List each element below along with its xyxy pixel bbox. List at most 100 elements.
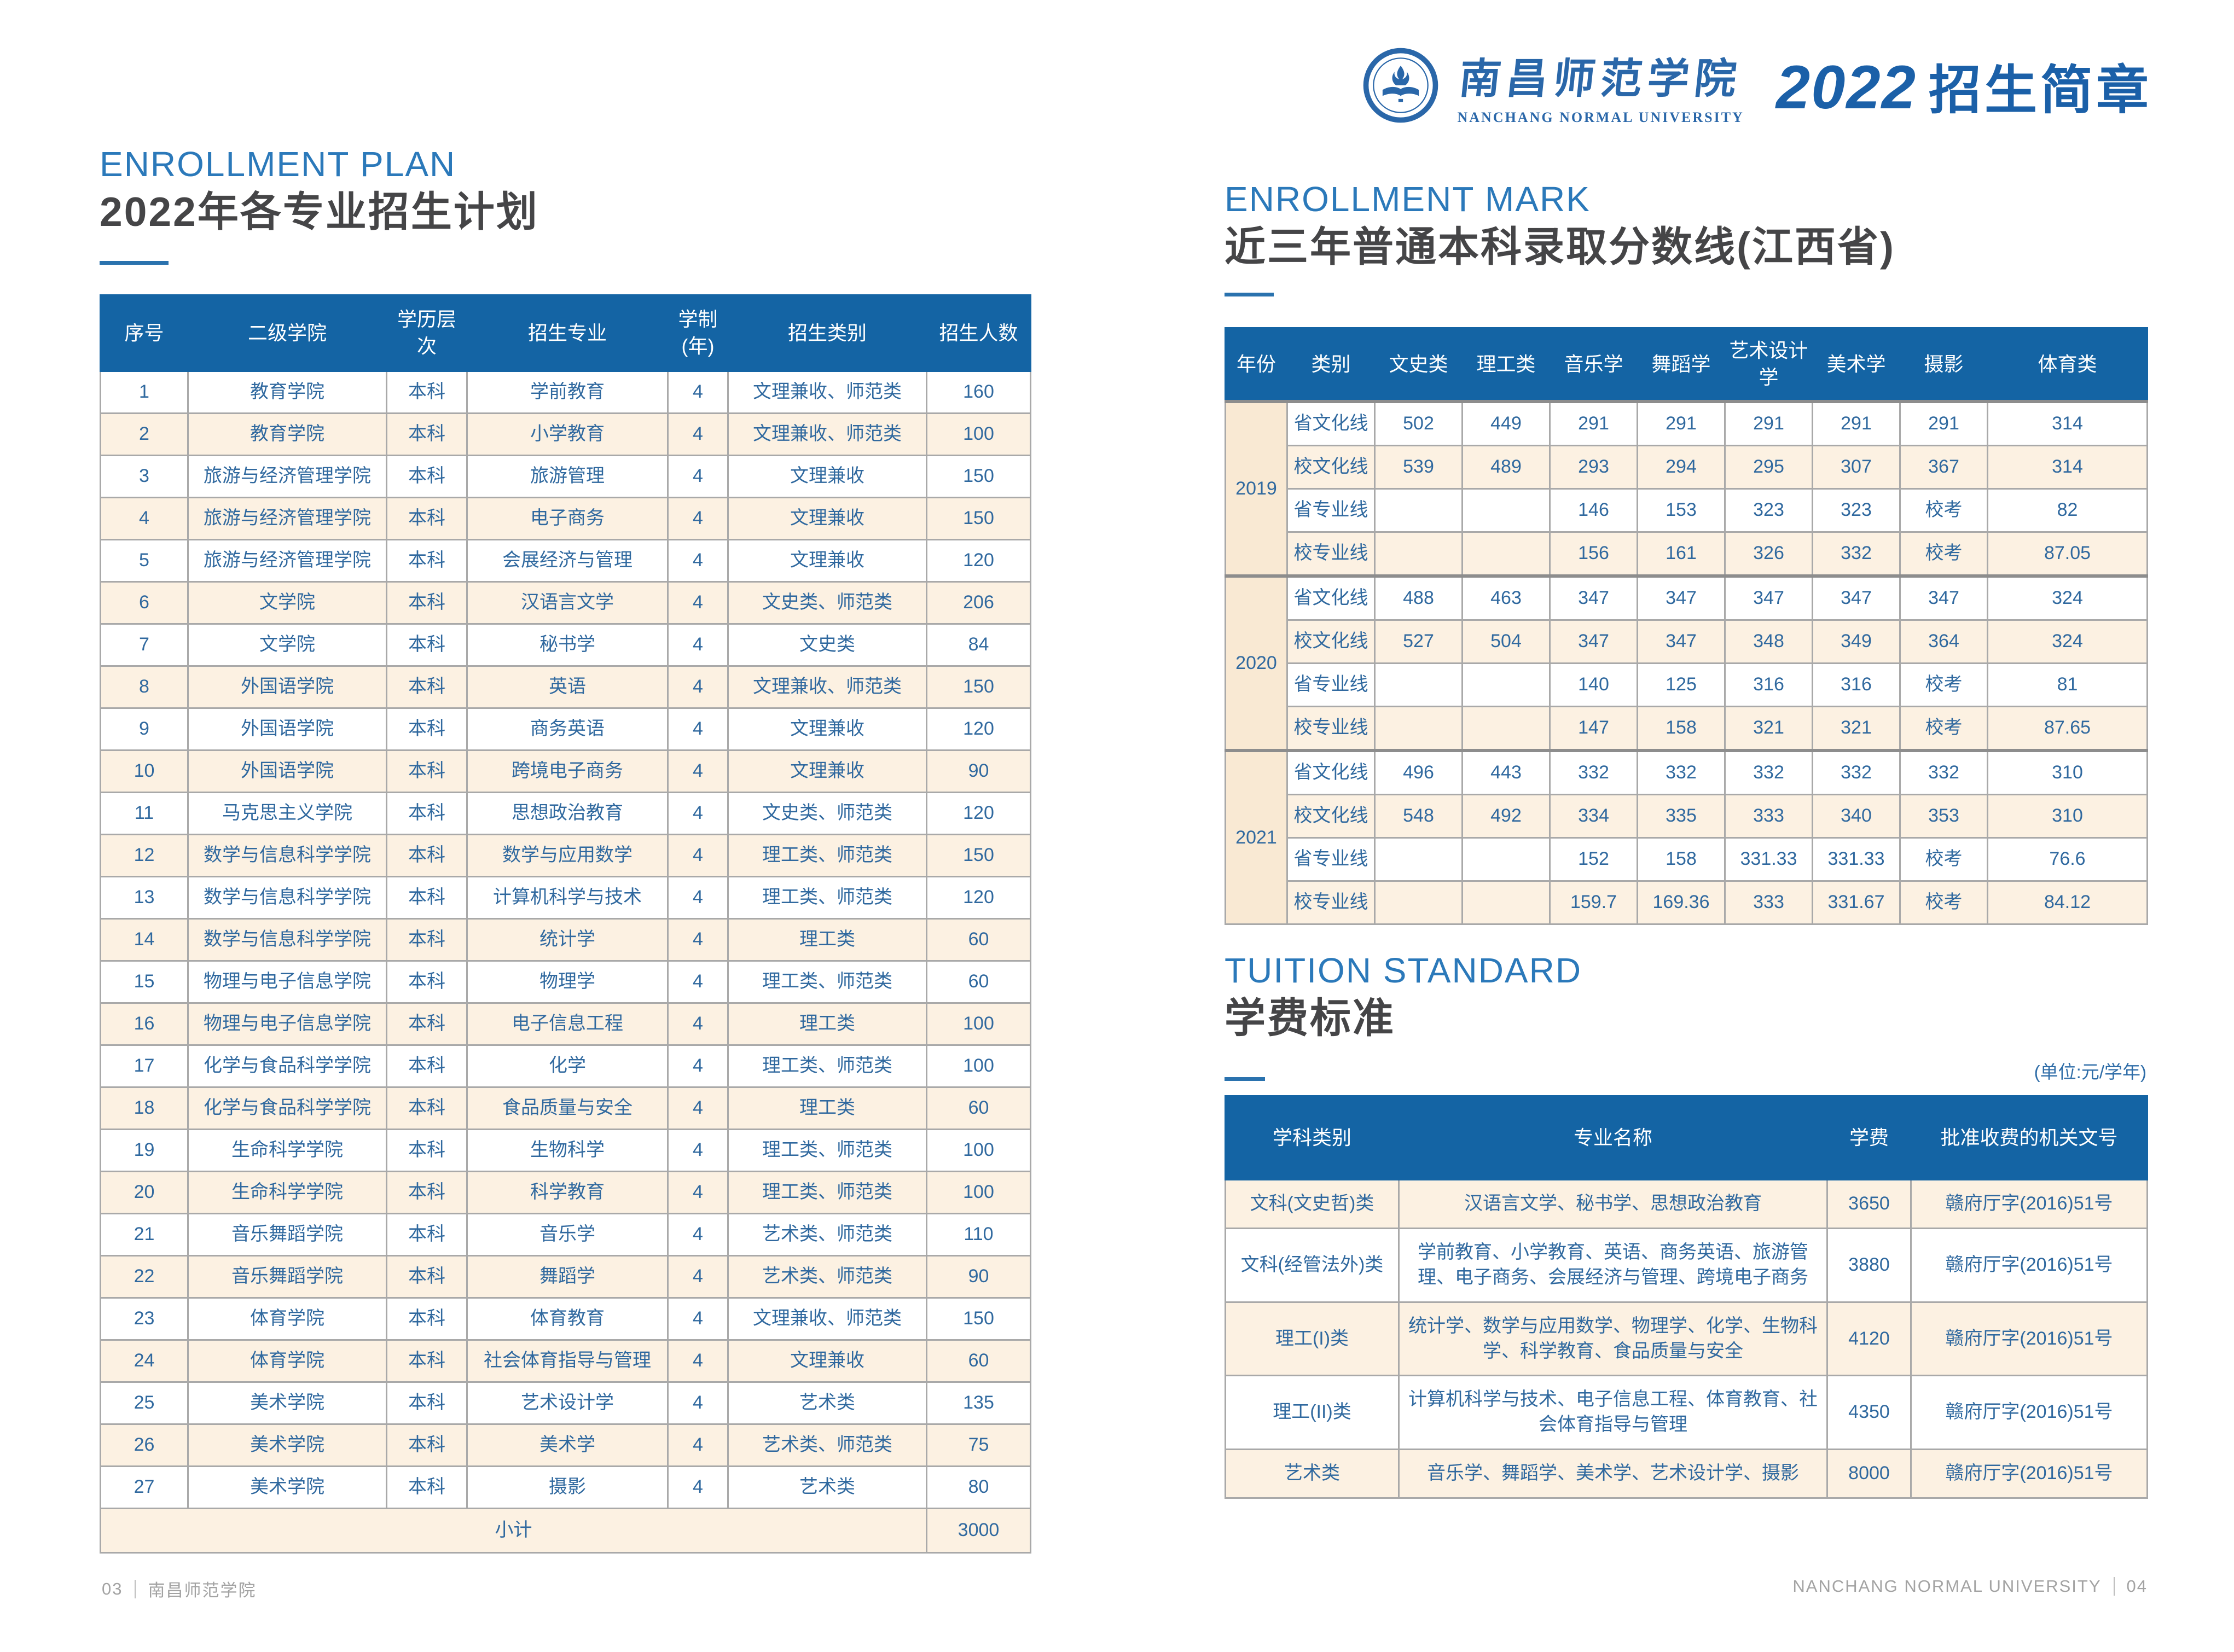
cell-college: 马克思主义学院 xyxy=(187,792,387,835)
cell-score: 153 xyxy=(1637,488,1726,533)
cell-score: 443 xyxy=(1461,749,1551,795)
cell-category: 文理兼收 xyxy=(727,455,927,498)
cell-years: 4 xyxy=(667,1381,729,1425)
cell-score: 353 xyxy=(1899,794,1988,839)
table-row: 21 音乐舞蹈学院 本科 音乐学 4 艺术类、师范类 110 xyxy=(100,1213,1031,1257)
cell-quota: 150 xyxy=(926,834,1031,877)
cell-years: 4 xyxy=(667,918,729,962)
cell-index: 6 xyxy=(100,581,189,625)
university-logo-icon xyxy=(1363,48,1438,123)
cell-index: 19 xyxy=(100,1129,189,1172)
footer-left: 03 南昌师范学院 xyxy=(102,1577,256,1601)
footer-school-name: 南昌师范学院 xyxy=(148,1581,257,1600)
tuition-unit-note: (单位:元/学年) xyxy=(2034,1062,2146,1082)
table-row: 4 旅游与经济管理学院 本科 电子商务 4 文理兼收 150 xyxy=(100,497,1031,540)
cell-index: 1 xyxy=(100,370,189,414)
cell-category: 文史类、师范类 xyxy=(727,792,927,835)
cell-index: 9 xyxy=(100,707,189,751)
cell-score: 81 xyxy=(1987,662,2148,707)
cell-category: 文理兼收、师范类 xyxy=(727,412,927,456)
cell-quota: 60 xyxy=(926,918,1031,962)
brochure-name: 招生简章 xyxy=(1929,61,2152,120)
cell-quota: 150 xyxy=(926,497,1031,540)
table-row: 7 文学院 本科 秘书学 4 文史类 84 xyxy=(100,623,1031,667)
cell-major: 学前教育 xyxy=(466,370,669,414)
cell-quota: 150 xyxy=(926,665,1031,709)
cell-college: 生命科学学院 xyxy=(187,1129,387,1172)
cell-approval-doc: 赣府厅字(2016)51号 xyxy=(1910,1375,2148,1451)
cell-years: 4 xyxy=(667,581,729,625)
tuition-title-cn: 学费标准 xyxy=(1225,995,1396,1041)
cell-quota: 100 xyxy=(926,1129,1031,1172)
table-row: 22 音乐舞蹈学院 本科 舞蹈学 4 艺术类、师范类 90 xyxy=(100,1255,1031,1299)
mark-header-cell: 年份 xyxy=(1225,327,1288,403)
cell-index: 8 xyxy=(100,665,189,709)
cell-major: 思想政治教育 xyxy=(466,792,669,835)
cell-score: 校考 xyxy=(1899,837,1988,882)
cell-quota: 160 xyxy=(926,370,1031,414)
cell-score: 314 xyxy=(1987,445,2148,490)
cell-score: 76.6 xyxy=(1987,837,2148,882)
cell-score xyxy=(1461,880,1551,925)
cell-score: 140 xyxy=(1549,662,1638,707)
cell-index: 7 xyxy=(100,623,189,667)
cell-index: 18 xyxy=(100,1086,189,1130)
cell-approval-doc: 赣府厅字(2016)51号 xyxy=(1910,1179,2148,1229)
cell-major: 会展经济与管理 xyxy=(466,539,669,583)
cell-category: 文理兼收、师范类 xyxy=(727,1297,927,1341)
cell-major: 化学 xyxy=(466,1044,669,1088)
cell-score: 87.05 xyxy=(1987,531,2148,577)
cell-years: 4 xyxy=(667,623,729,667)
cell-major: 秘书学 xyxy=(466,623,669,667)
enrollment-plan-table: 序号 二级学院 学历层次 招生专业 学制(年) 招生类别 招生人数 1 教育学院 本科 学前… xyxy=(100,294,1031,1554)
cell-score: 291 xyxy=(1637,400,1726,446)
cell-level: 本科 xyxy=(386,1255,468,1299)
table-row: 19 生命科学学院 本科 生物科学 4 理工类、师范类 100 xyxy=(100,1129,1031,1172)
table-row: 2021 省文化线 496 443 332 332 332 332 332 31… xyxy=(1225,749,2148,925)
cell-tuition-fee: 4120 xyxy=(1826,1301,1912,1377)
cell-years: 4 xyxy=(667,1465,729,1509)
cell-category: 文理兼收 xyxy=(727,707,927,751)
mark-header-cell: 美术学 xyxy=(1812,327,1901,403)
table-row: 2019 省文化线 502 449 291 291 291 291 291 31… xyxy=(1225,400,2148,577)
cell-score: 332 xyxy=(1812,749,1901,795)
cell-level: 本科 xyxy=(386,1381,468,1425)
plan-header-cell: 招生专业 xyxy=(466,294,669,372)
cell-college: 美术学院 xyxy=(187,1465,387,1509)
cell-score: 校考 xyxy=(1899,706,1988,752)
cell-score: 331.67 xyxy=(1812,880,1901,925)
table-row: 10 外国语学院 本科 跨境电子商务 4 文理兼收 90 xyxy=(100,749,1031,793)
cell-tuition-fee: 3880 xyxy=(1826,1227,1912,1303)
cell-line-type: 校专业线 xyxy=(1286,706,1376,752)
plan-title-rule xyxy=(100,261,169,265)
cell-years: 4 xyxy=(667,665,729,709)
page-header: 南昌师范学院 NANCHANG NORMAL UNIVERSITY 2022 招… xyxy=(1363,45,2152,126)
mark-body-2019: 2019 省文化线 502 449 291 291 291 291 291 31… xyxy=(1225,400,2148,577)
cell-quota: 135 xyxy=(926,1381,1031,1425)
cell-score: 161 xyxy=(1637,531,1726,577)
cell-score: 331.33 xyxy=(1724,837,1813,882)
cell-score: 295 xyxy=(1724,445,1813,490)
cell-major: 音乐学 xyxy=(466,1213,669,1257)
cell-college: 数学与信息科学学院 xyxy=(187,918,387,962)
cell-level: 本科 xyxy=(386,1213,468,1257)
plan-title-cn: 2022年各专业招生计划 xyxy=(100,189,539,235)
cell-score: 169.36 xyxy=(1637,880,1726,925)
cell-quota: 100 xyxy=(926,1171,1031,1214)
cell-major-names: 计算机科学与技术、电子信息工程、体育教育、社会体育指导与管理 xyxy=(1398,1375,1828,1451)
cell-score: 364 xyxy=(1899,619,1988,664)
cell-index: 23 xyxy=(100,1297,189,1341)
cell-years: 4 xyxy=(667,539,729,583)
cell-quota: 110 xyxy=(926,1213,1031,1257)
tuition-table: 学科类别 专业名称 学费 批准收费的机关文号 文科(文史哲)类 汉语言文学、秘书学、思… xyxy=(1225,1095,2148,1499)
cell-line-type: 校专业线 xyxy=(1286,531,1376,577)
cell-index: 22 xyxy=(100,1255,189,1299)
enrollment-mark-section: ENROLLMENT MARK 近三年普通本科录取分数线(江西省) 年份 类别 文史… xyxy=(1225,182,2148,925)
cell-major-names: 汉语言文学、秘书学、思想政治教育 xyxy=(1398,1179,1828,1229)
logo-name-cn: 南昌师范学院 xyxy=(1457,56,1744,102)
cell-college: 文学院 xyxy=(187,623,387,667)
cell-score: 321 xyxy=(1724,706,1813,752)
cell-college: 物理与电子信息学院 xyxy=(187,1002,387,1046)
table-row: 文科(经管法外)类 学前教育、小学教育、英语、商务英语、旅游管理、电子商务、会展… xyxy=(1225,1227,2148,1303)
